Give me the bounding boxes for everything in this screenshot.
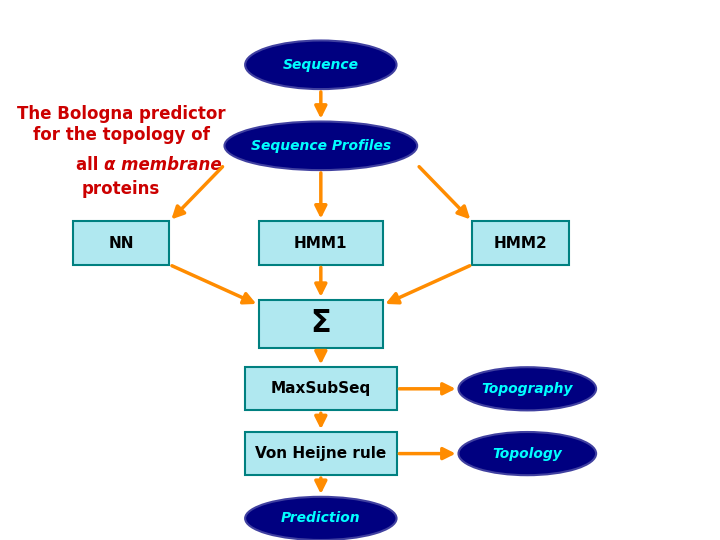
Text: Σ: Σ <box>310 309 331 339</box>
Text: HMM1: HMM1 <box>294 235 348 251</box>
Ellipse shape <box>245 40 397 89</box>
Text: Topology: Topology <box>492 447 562 461</box>
FancyBboxPatch shape <box>245 432 397 475</box>
Ellipse shape <box>245 497 397 540</box>
Text: Prediction: Prediction <box>281 511 361 525</box>
FancyBboxPatch shape <box>73 221 169 265</box>
Ellipse shape <box>225 122 417 170</box>
Ellipse shape <box>459 432 596 475</box>
Text: Sequence: Sequence <box>283 58 359 72</box>
Text: NN: NN <box>109 235 134 251</box>
FancyBboxPatch shape <box>472 221 569 265</box>
Text: Von Heijne rule: Von Heijne rule <box>255 446 387 461</box>
Text: Sequence Profiles: Sequence Profiles <box>251 139 391 153</box>
Text: α membrane: α membrane <box>104 156 222 174</box>
FancyBboxPatch shape <box>245 367 397 410</box>
Text: The Bologna predictor
for the topology of: The Bologna predictor for the topology o… <box>17 105 225 144</box>
Ellipse shape <box>459 367 596 410</box>
FancyBboxPatch shape <box>259 221 383 265</box>
Text: Topography: Topography <box>482 382 573 396</box>
Text: HMM2: HMM2 <box>493 235 547 251</box>
Text: MaxSubSeq: MaxSubSeq <box>271 381 371 396</box>
Text: proteins: proteins <box>82 180 161 198</box>
FancyBboxPatch shape <box>259 300 383 348</box>
Text: all: all <box>76 156 104 174</box>
